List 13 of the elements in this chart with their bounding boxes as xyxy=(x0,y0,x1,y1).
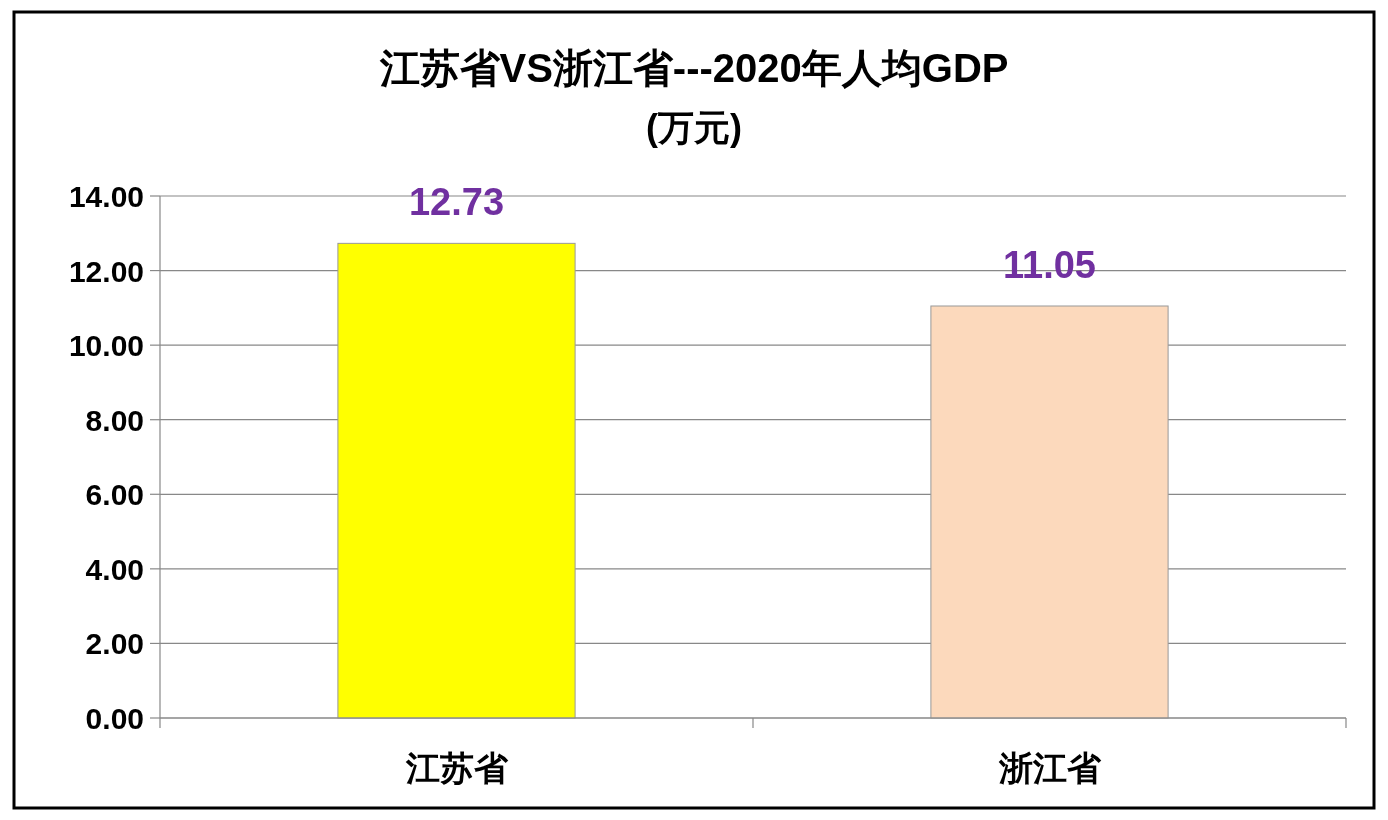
y-tick-label: 0.00 xyxy=(85,702,144,735)
chart-title: 江苏省VS浙江省---2020年人均GDP xyxy=(378,46,1009,90)
y-tick-label: 2.00 xyxy=(85,627,144,661)
x-tick-label: 浙江省 xyxy=(997,749,1102,787)
data-label: 12.73 xyxy=(408,181,505,224)
y-tick-label: 4.00 xyxy=(85,552,144,586)
x-tick-label: 江苏省 xyxy=(404,749,509,787)
y-tick-label: 12.00 xyxy=(68,254,144,288)
y-tick-label: 6.00 xyxy=(85,478,144,512)
y-tick-label: 8.00 xyxy=(85,403,144,437)
y-tick-label: 10.00 xyxy=(68,329,144,363)
y-tick-label: 14.00 xyxy=(68,180,144,213)
chart-subtitle: (万元) xyxy=(646,107,742,148)
